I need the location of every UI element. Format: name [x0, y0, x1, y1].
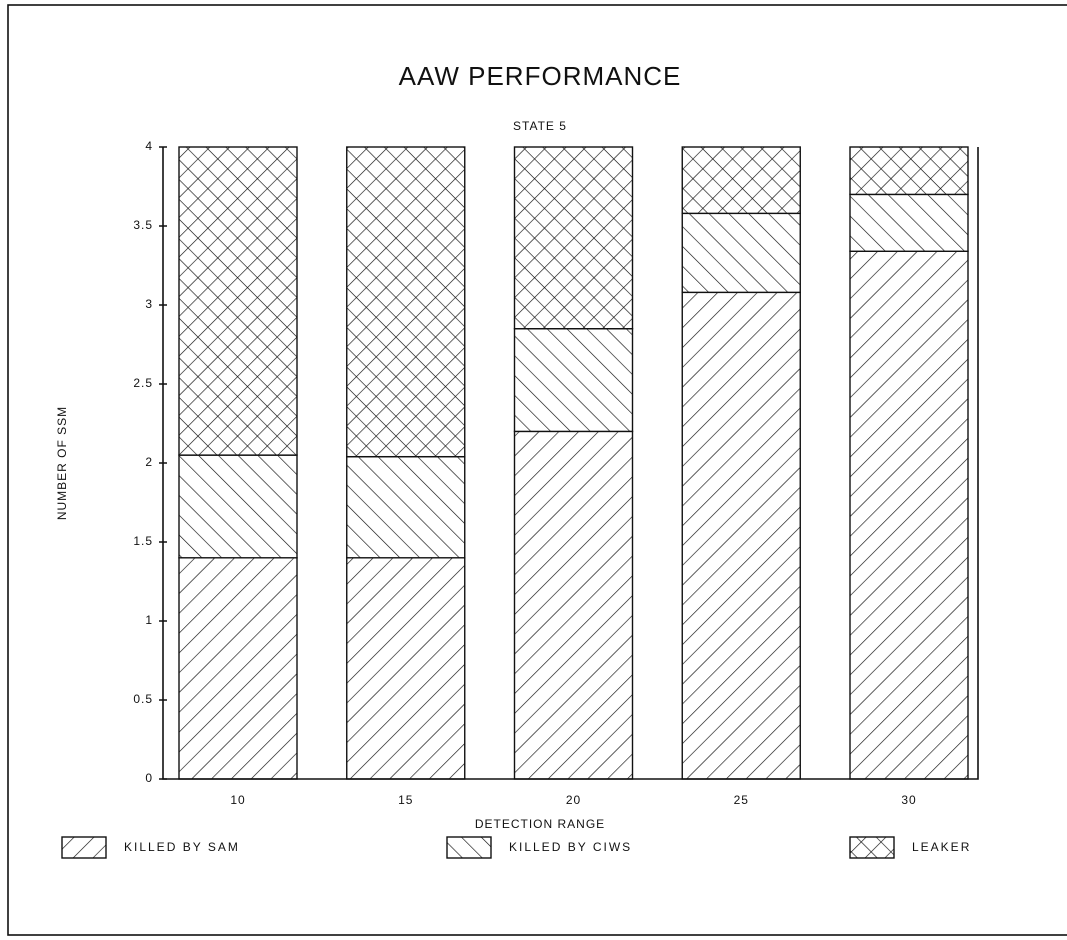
- bar-segment: [681, 146, 801, 215]
- bar-segment: [346, 455, 466, 559]
- y-tick-label: 3.5: [133, 218, 153, 232]
- y-tick-label: 3: [145, 297, 153, 311]
- bar-segment: [681, 212, 801, 294]
- legend-swatch: [446, 836, 492, 859]
- y-tick-label: 4: [145, 139, 153, 153]
- y-tick-label: 0.5: [133, 692, 153, 706]
- y-tick-label: 1: [145, 613, 153, 627]
- axis: [162, 147, 979, 780]
- bar-segment: [849, 146, 969, 196]
- x-tick-label: 20: [566, 793, 581, 807]
- bar-segment: [178, 557, 298, 780]
- bar-segment: [178, 146, 298, 456]
- chart-title: AAW PERFORMANCE: [399, 61, 682, 91]
- y-tick-label: 2: [145, 455, 153, 469]
- bar-segment: [513, 430, 634, 780]
- legend-swatch: [849, 836, 895, 859]
- chart-subtitle: STATE 5: [513, 119, 567, 133]
- bar-segment: [346, 557, 466, 780]
- y-tick-label: 0: [145, 771, 153, 785]
- legend-label: KILLED BY SAM: [124, 840, 240, 854]
- x-axis-label: DETECTION RANGE: [475, 817, 605, 831]
- bar-segment: [849, 250, 969, 780]
- legend-swatch: [61, 836, 107, 859]
- y-axis-label: NUMBER OF SSM: [55, 406, 69, 520]
- bar-segment: [513, 146, 634, 330]
- bar-segment: [513, 328, 634, 433]
- legend-label: KILLED BY CIWS: [509, 840, 632, 854]
- x-tick-label: 10: [230, 793, 245, 807]
- x-tick-label: 15: [398, 793, 413, 807]
- bar-segment: [681, 291, 801, 780]
- frame: [7, 4, 1067, 936]
- y-tick-label: 1.5: [133, 534, 153, 548]
- x-tick-label: 25: [734, 793, 749, 807]
- y-tick-label: 2.5: [133, 376, 153, 390]
- x-tick-label: 30: [901, 793, 916, 807]
- bar-segment: [849, 193, 969, 252]
- bar-segment: [178, 454, 298, 559]
- bar-segment: [346, 146, 466, 458]
- legend-label: LEAKER: [912, 840, 971, 854]
